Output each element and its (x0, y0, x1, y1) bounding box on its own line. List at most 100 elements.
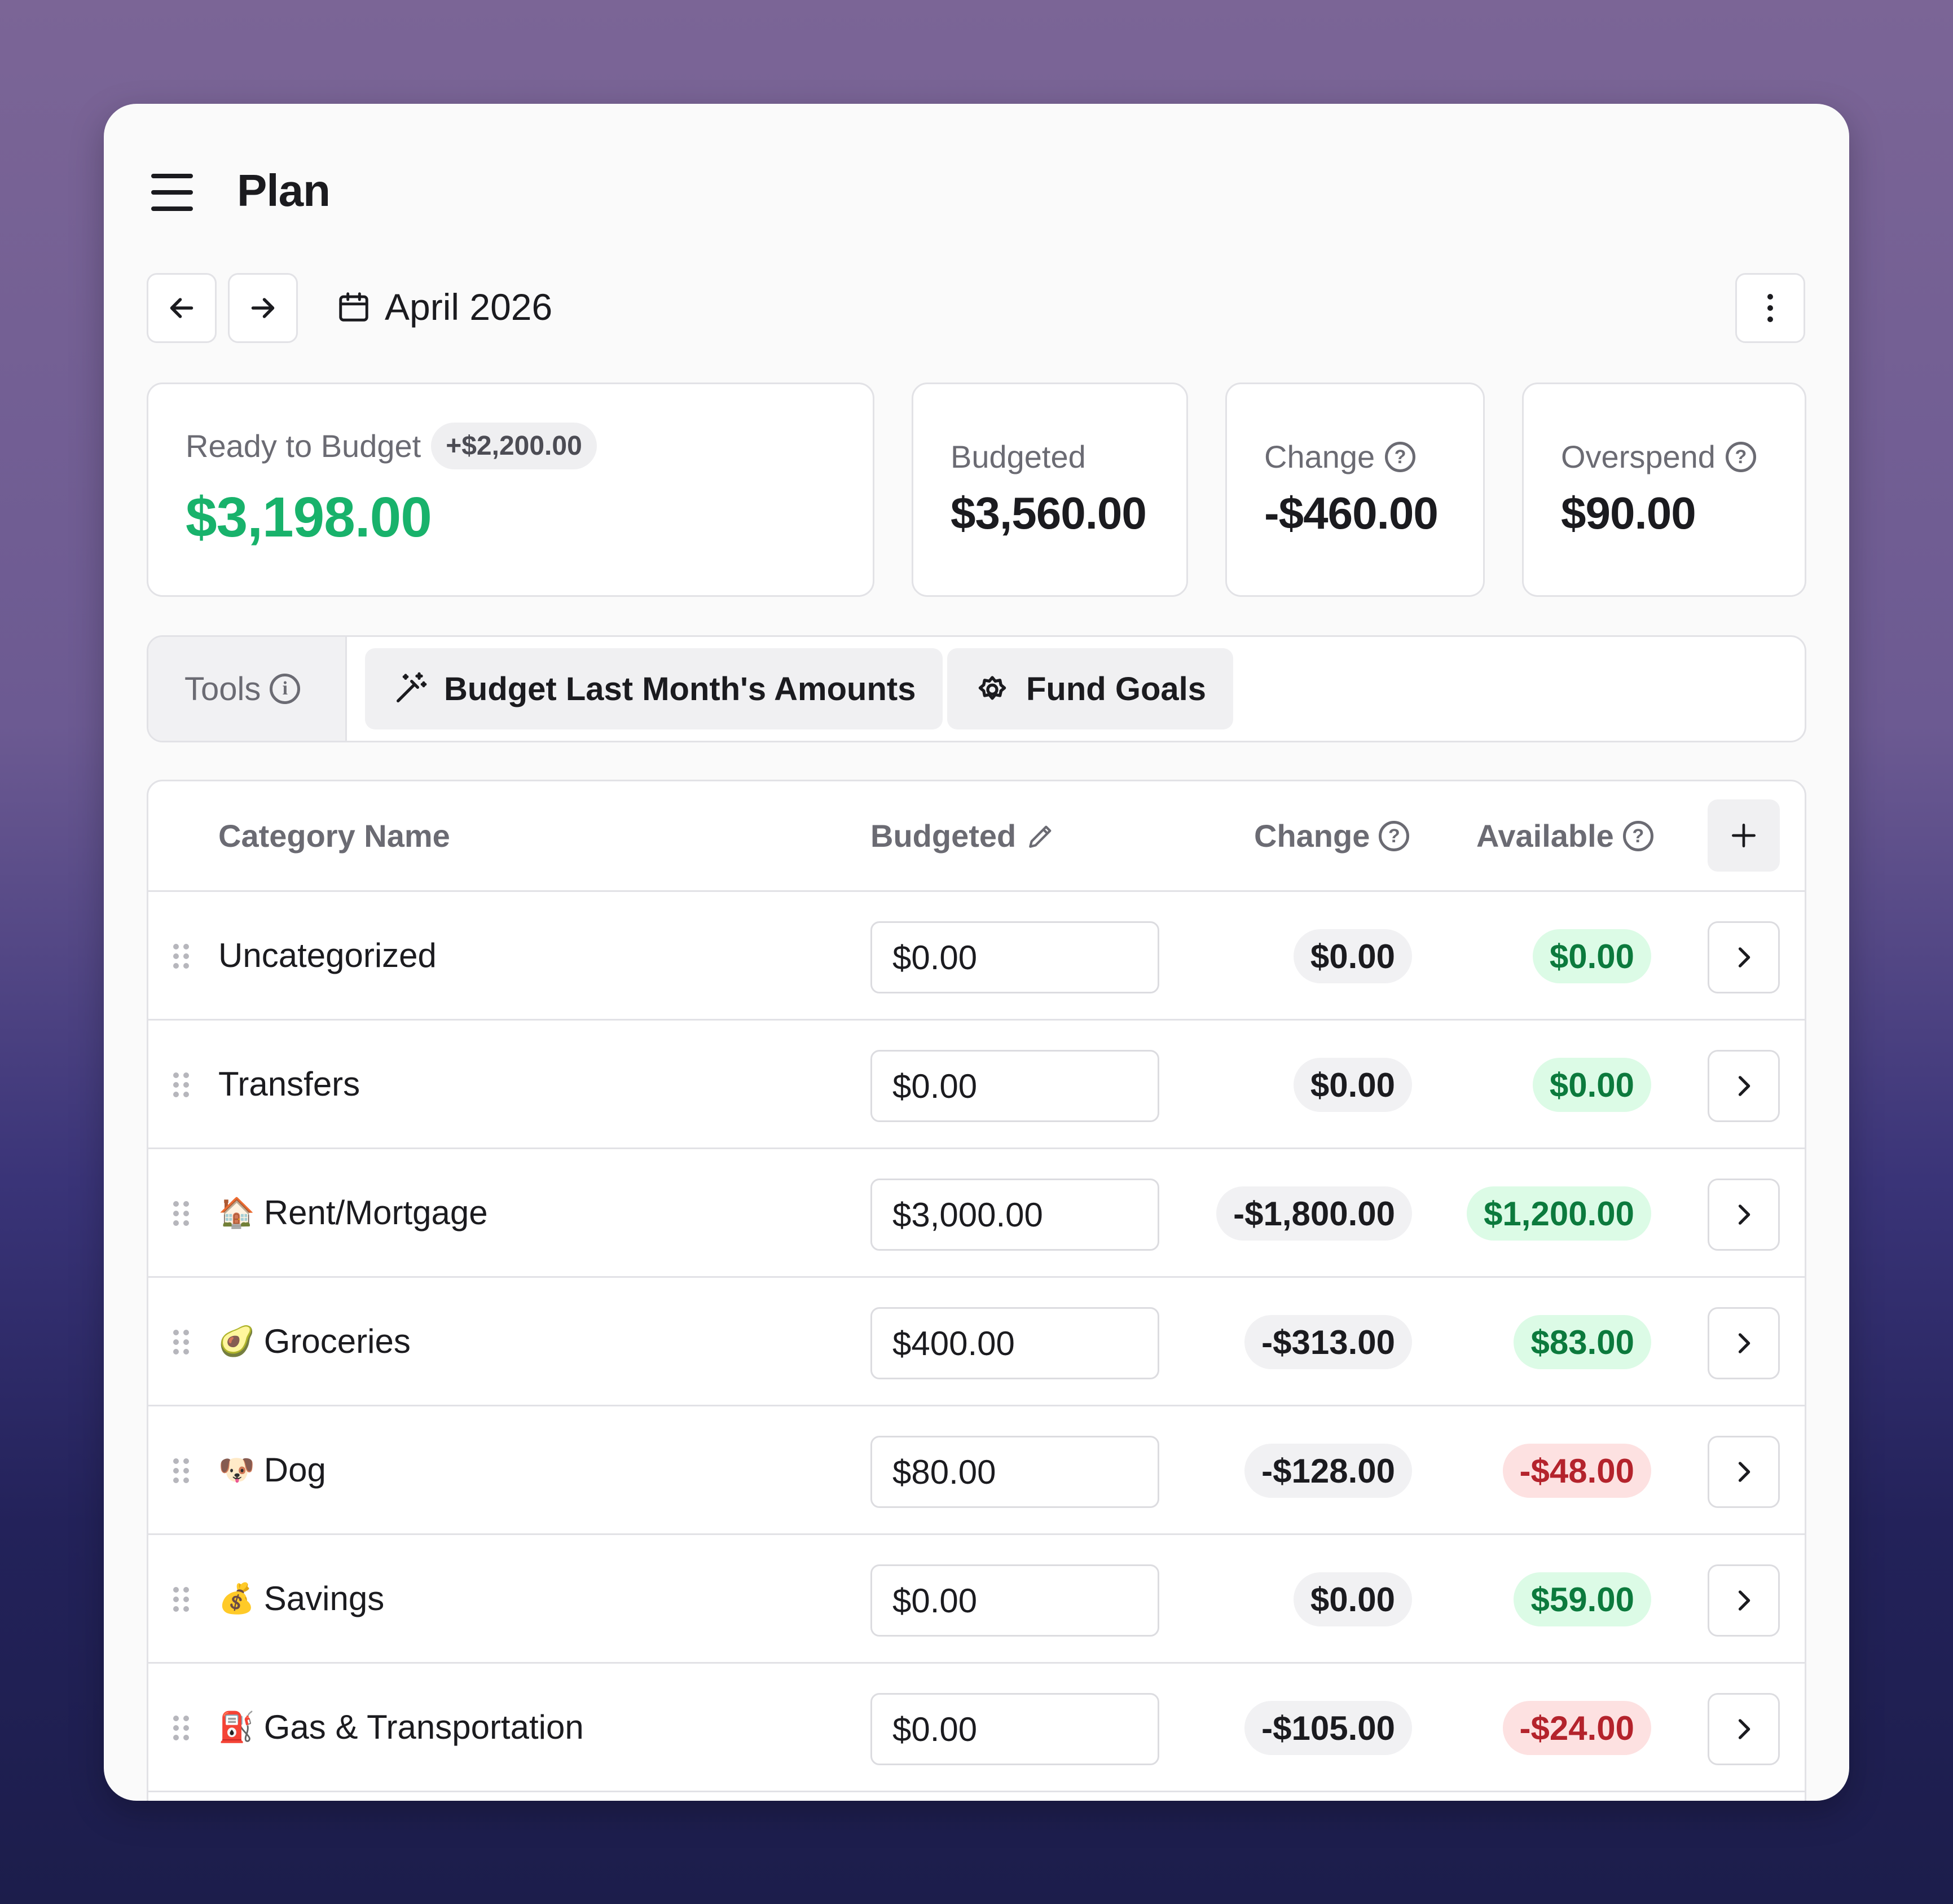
category-name: ⛽ Gas & Transportation (218, 1708, 584, 1747)
info-icon[interactable]: i (270, 674, 301, 704)
next-month-button[interactable] (228, 273, 298, 343)
table-row: Uncategorized $0.00 $0.00 (148, 892, 1805, 1021)
category-label: Transfers (218, 1065, 360, 1103)
header-available-label: Available (1476, 818, 1614, 854)
ready-to-budget-label: Ready to Budget (186, 428, 421, 464)
help-icon[interactable]: ? (1725, 441, 1756, 472)
change-badge: $0.00 (1293, 1572, 1412, 1626)
open-category-button[interactable] (1708, 1693, 1780, 1765)
drag-handle-icon[interactable] (173, 1330, 189, 1355)
header-category-name[interactable]: Category Name (218, 818, 450, 854)
open-category-button[interactable] (1708, 1436, 1780, 1508)
change-value: -$460.00 (1264, 488, 1439, 538)
category-label: Groceries (263, 1322, 411, 1360)
fund-goals-label: Fund Goals (1026, 670, 1206, 707)
category-emoji: 🐶 (218, 1454, 255, 1487)
tools-bar: Tools i Budget Last Month's Amounts Fund… (147, 635, 1806, 742)
category-name: Uncategorized (218, 936, 437, 975)
page-title: Plan (237, 165, 331, 216)
available-badge: $59.00 (1514, 1572, 1651, 1626)
ready-to-budget-value: $3,198.00 (186, 486, 432, 549)
menu-icon[interactable] (151, 174, 193, 211)
budget-last-month-button[interactable]: Budget Last Month's Amounts (365, 648, 943, 729)
budgeted-input[interactable] (870, 1050, 1159, 1122)
available-badge: -$24.00 (1502, 1701, 1651, 1755)
header-change-label: Change (1254, 818, 1370, 854)
category-name: Transfers (218, 1065, 360, 1103)
category-name: 🐶 Dog (218, 1450, 326, 1489)
chevron-right-icon (1738, 1719, 1750, 1739)
change-badge: -$313.00 (1244, 1315, 1412, 1369)
budgeted-input[interactable] (870, 1179, 1159, 1251)
table-row: 🐶Dog -$128.00 -$48.00 (148, 1406, 1805, 1535)
add-category-button[interactable] (1708, 799, 1780, 872)
change-badge: -$105.00 (1244, 1701, 1412, 1755)
category-table: Category Name Budgeted Change? Available… (147, 780, 1806, 1801)
change-badge: $0.00 (1293, 1058, 1412, 1112)
budgeted-input[interactable] (870, 1307, 1159, 1379)
fund-goals-button[interactable]: Fund Goals (947, 648, 1233, 729)
change-label: Change (1264, 439, 1375, 474)
category-label: Savings (263, 1580, 385, 1617)
category-emoji: 🏠 (218, 1197, 255, 1229)
open-category-button[interactable] (1708, 921, 1780, 993)
budgeted-value: $3,560.00 (951, 488, 1147, 538)
plus-icon (1732, 824, 1756, 847)
tools-label-cell: Tools i (148, 637, 347, 741)
drag-handle-icon[interactable] (173, 1072, 189, 1097)
category-label: Gas & Transportation (263, 1708, 584, 1746)
category-label: Uncategorized (218, 936, 437, 974)
prev-month-button[interactable] (147, 273, 217, 343)
goals-icon (978, 676, 1006, 700)
change-badge: -$1,800.00 (1216, 1186, 1412, 1241)
header-budgeted-label: Budgeted (870, 818, 1017, 854)
open-category-button[interactable] (1708, 1050, 1780, 1122)
header-change[interactable]: Change? (1254, 817, 1410, 854)
drag-handle-icon[interactable] (173, 1716, 189, 1740)
arrow-left-icon (170, 298, 193, 318)
open-category-button[interactable] (1708, 1179, 1780, 1251)
budgeted-input[interactable] (870, 921, 1159, 993)
change-badge: -$128.00 (1244, 1444, 1412, 1498)
overspend-card: Overspend? $90.00 (1522, 382, 1806, 597)
overspend-label: Overspend (1561, 439, 1716, 474)
chevron-right-icon (1738, 1204, 1750, 1225)
open-category-button[interactable] (1708, 1307, 1780, 1379)
category-name: 🏠 Rent/Mortgage (218, 1193, 488, 1232)
header-budgeted[interactable]: Budgeted (870, 817, 1057, 854)
available-badge: $1,200.00 (1467, 1186, 1651, 1241)
month-picker[interactable]: April 2026 (336, 285, 552, 328)
budgeted-label: Budgeted (951, 439, 1086, 474)
header-available[interactable]: Available? (1476, 817, 1653, 854)
help-icon[interactable]: ? (1379, 820, 1410, 851)
change-badge: $0.00 (1293, 929, 1412, 983)
budgeted-input[interactable] (870, 1693, 1159, 1765)
tools-label: Tools (184, 670, 261, 707)
category-emoji: 💰 (218, 1582, 255, 1615)
help-icon[interactable]: ? (1385, 441, 1416, 472)
available-badge: $0.00 (1532, 929, 1651, 983)
magic-wand-icon (397, 672, 427, 702)
budgeted-input[interactable] (870, 1436, 1159, 1508)
budgeted-card: Budgeted $3,560.00 (912, 382, 1188, 597)
chevron-right-icon (1738, 947, 1750, 968)
category-label: Dog (263, 1451, 326, 1489)
overspend-value: $90.00 (1561, 488, 1696, 538)
change-card: Change? -$460.00 (1225, 382, 1485, 597)
more-options-button[interactable] (1735, 273, 1805, 343)
plan-panel: Plan April 2026 Ready to Budget +$2,200.0… (104, 104, 1849, 1801)
chevron-right-icon (1738, 1333, 1750, 1353)
table-row: 🥑Groceries -$313.00 $83.00 (148, 1278, 1805, 1406)
ready-to-budget-delta: +$2,200.00 (431, 423, 597, 469)
arrow-right-icon (251, 298, 275, 318)
open-category-button[interactable] (1708, 1564, 1780, 1637)
budgeted-input[interactable] (870, 1564, 1159, 1637)
drag-handle-icon[interactable] (173, 1587, 189, 1612)
month-label: April 2026 (385, 286, 553, 328)
help-icon[interactable]: ? (1622, 820, 1653, 851)
drag-handle-icon[interactable] (173, 1458, 189, 1483)
table-row: ⛽Gas & Transportation -$105.00 -$24.00 (148, 1664, 1805, 1792)
category-name: 💰 Savings (218, 1579, 384, 1618)
drag-handle-icon[interactable] (173, 944, 189, 969)
drag-handle-icon[interactable] (173, 1201, 189, 1226)
